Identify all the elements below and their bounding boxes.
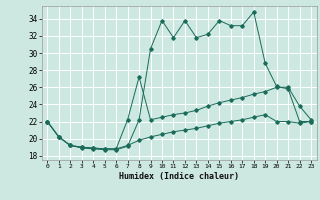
X-axis label: Humidex (Indice chaleur): Humidex (Indice chaleur) — [119, 172, 239, 181]
